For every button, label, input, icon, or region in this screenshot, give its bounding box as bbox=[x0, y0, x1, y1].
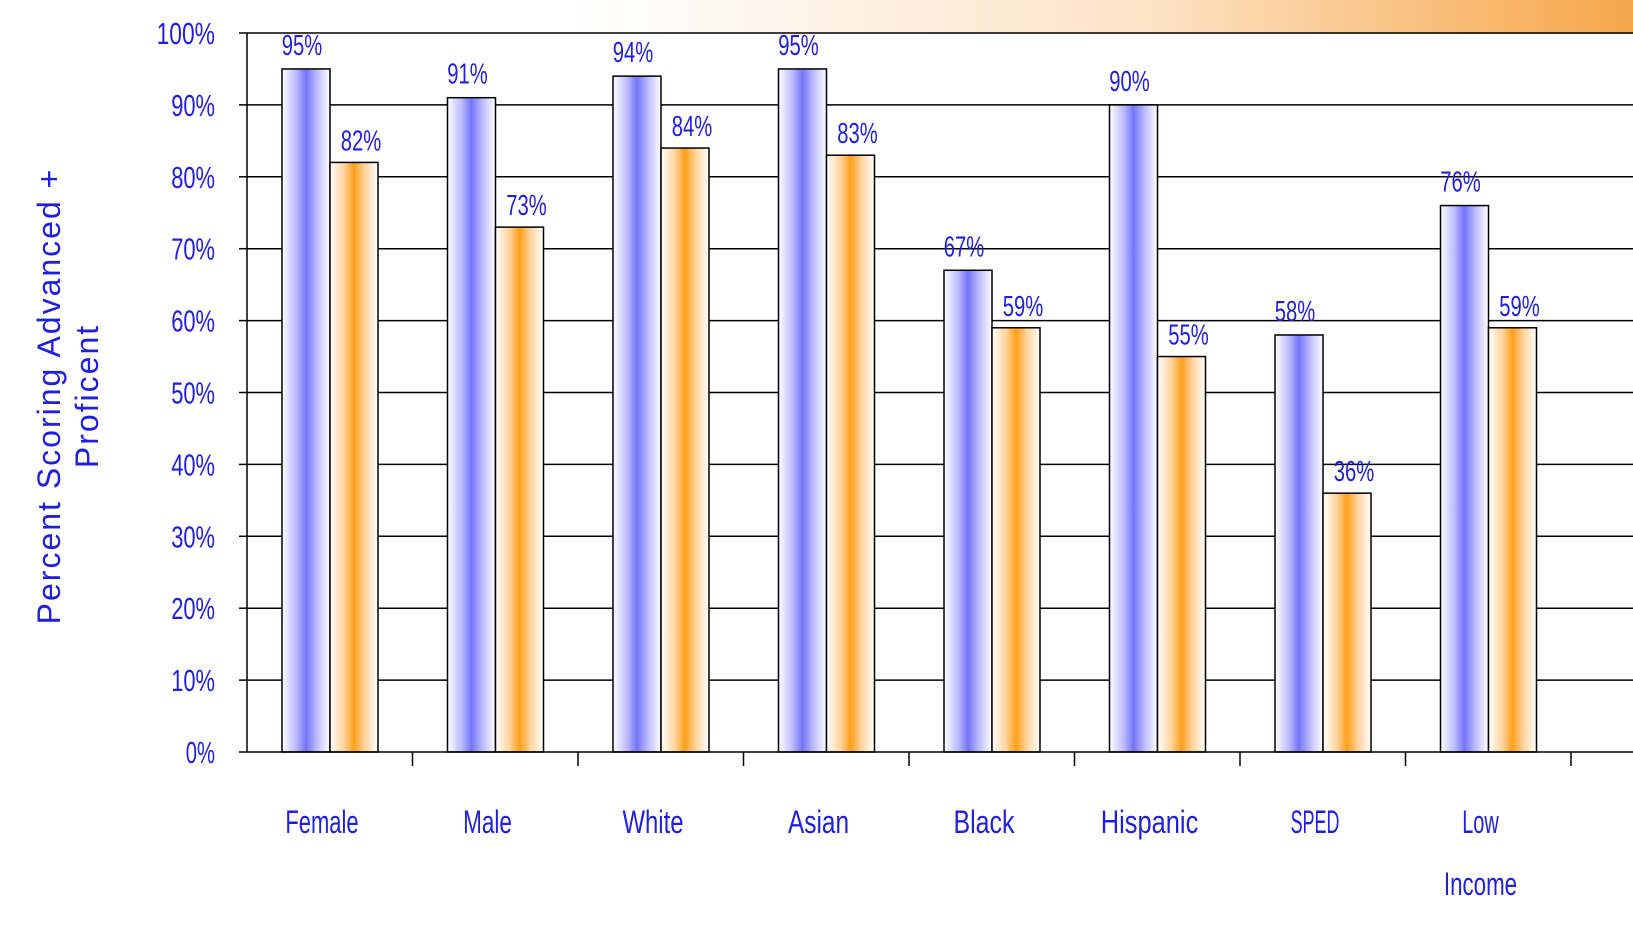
data-label: 84% bbox=[672, 111, 713, 143]
bar-series-1 bbox=[943, 269, 993, 753]
data-label: 94% bbox=[613, 37, 654, 69]
data-label: 58% bbox=[1275, 296, 1316, 328]
bar-series-2 bbox=[1156, 355, 1207, 753]
bar-series-2 bbox=[494, 226, 545, 753]
bar-series-2 bbox=[991, 327, 1041, 753]
data-label: 67% bbox=[944, 231, 985, 263]
bar-series-1 bbox=[777, 68, 828, 753]
y-tick-label: 0% bbox=[186, 735, 215, 770]
x-category-label: Female bbox=[285, 804, 358, 840]
y-tick-label: 70% bbox=[171, 232, 215, 267]
bar-series-1 bbox=[1274, 334, 1324, 753]
bar-series-1 bbox=[612, 75, 662, 753]
x-category-label: SPED bbox=[1291, 804, 1340, 840]
data-label: 59% bbox=[1003, 291, 1044, 323]
data-label: 82% bbox=[341, 125, 382, 157]
bar-series-2 bbox=[329, 161, 379, 753]
y-tick-label: 80% bbox=[171, 160, 215, 195]
bars bbox=[281, 68, 1538, 753]
x-category-label: Male bbox=[463, 804, 512, 840]
x-category-label: Income bbox=[1444, 866, 1517, 902]
bar-series-2 bbox=[1322, 492, 1372, 753]
axes bbox=[239, 32, 1633, 766]
x-category-label: Low bbox=[1462, 804, 1499, 840]
y-tick-label: 50% bbox=[171, 376, 215, 411]
y-tick-label: 60% bbox=[171, 304, 215, 339]
bar-series-1 bbox=[1439, 204, 1490, 753]
header-banner bbox=[0, 0, 1633, 34]
bar-series-2 bbox=[825, 154, 876, 753]
y-tick-label: 10% bbox=[171, 663, 215, 698]
x-category-label: Asian bbox=[788, 804, 849, 840]
data-label: 59% bbox=[1499, 291, 1540, 323]
data-label: 36% bbox=[1334, 456, 1375, 488]
y-tick-label: 100% bbox=[157, 16, 215, 51]
data-label: 91% bbox=[447, 59, 488, 91]
bar-series-1 bbox=[281, 68, 331, 753]
bar-series-1 bbox=[446, 96, 497, 753]
labels: 0% 10% 20% 30% 40% 50% 60% 70% 80% 90% 100% 95% 82% F… bbox=[157, 16, 1540, 902]
bar-series-2 bbox=[660, 147, 710, 753]
y-tick-label: 90% bbox=[171, 88, 215, 123]
data-label: 76% bbox=[1440, 167, 1481, 199]
data-label: 95% bbox=[778, 30, 819, 62]
y-tick-label: 20% bbox=[171, 591, 215, 626]
data-label: 55% bbox=[1168, 320, 1209, 352]
x-category-label: Black bbox=[954, 804, 1016, 840]
y-tick-label: 30% bbox=[171, 519, 215, 554]
data-label: 73% bbox=[506, 190, 547, 222]
data-label: 95% bbox=[282, 30, 323, 62]
data-label: 83% bbox=[837, 118, 878, 150]
bar-series-1 bbox=[1108, 104, 1159, 753]
y-tick-label: 40% bbox=[171, 447, 215, 482]
x-category-label: Hispanic bbox=[1101, 804, 1199, 840]
x-category-label: White bbox=[623, 804, 684, 840]
data-label: 90% bbox=[1109, 66, 1150, 98]
bar-series-2 bbox=[1487, 327, 1538, 753]
